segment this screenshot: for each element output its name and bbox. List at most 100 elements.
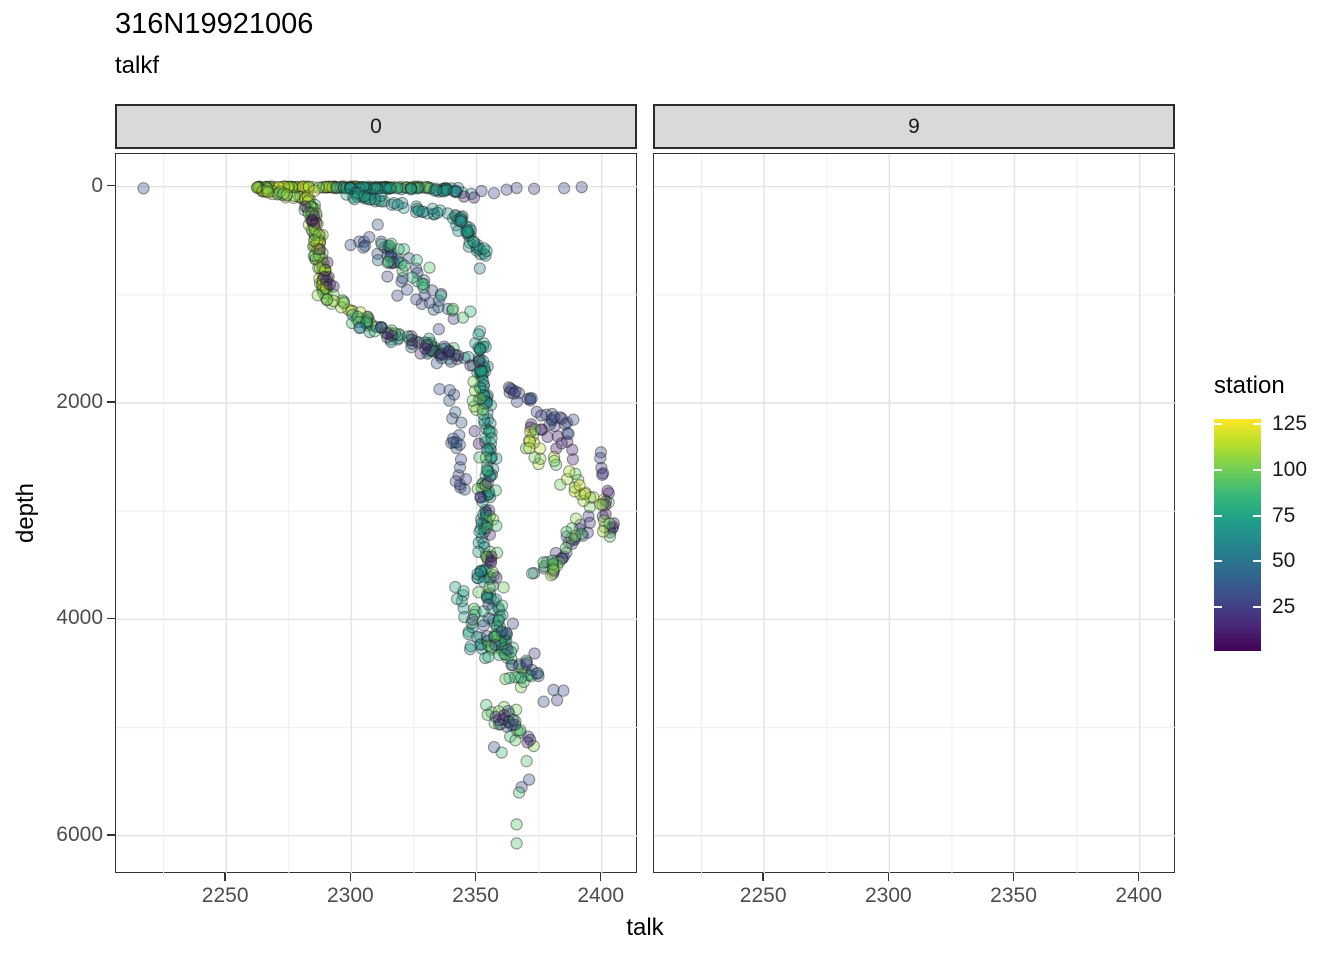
data-point [268, 180, 281, 194]
data-point [309, 252, 322, 265]
data-point [315, 252, 329, 265]
data-point [429, 182, 442, 195]
data-point [481, 406, 494, 419]
legend-tick-label: 75 [1272, 503, 1296, 527]
data-point [473, 325, 487, 338]
data-point [435, 348, 448, 361]
data-point [350, 312, 363, 326]
data-point [361, 191, 374, 205]
data-point [439, 182, 453, 195]
data-point [475, 482, 488, 495]
data-point [583, 500, 596, 514]
data-point [482, 504, 496, 517]
data-point [381, 249, 394, 262]
data-point [603, 517, 616, 530]
data-point [253, 180, 266, 194]
data-point [395, 256, 408, 270]
x-tick-mark [887, 873, 890, 881]
data-point [453, 478, 467, 491]
data-point [495, 746, 508, 759]
data-point [455, 211, 468, 224]
data-point [537, 695, 550, 708]
data-point [444, 355, 458, 368]
data-point [594, 498, 607, 511]
data-point [548, 411, 561, 424]
data-point [421, 336, 434, 350]
data-point [318, 282, 331, 295]
data-point [358, 239, 372, 252]
data-point [277, 180, 291, 193]
panel-canvas-facet-0 [116, 154, 638, 874]
data-point [504, 730, 517, 743]
data-point [479, 505, 493, 519]
x-tick-mark [349, 873, 352, 881]
data-point [560, 530, 573, 543]
data-point [483, 509, 496, 523]
data-point [404, 181, 418, 195]
data-point [484, 591, 497, 604]
data-point [512, 386, 526, 400]
data-point [363, 181, 376, 195]
data-point [400, 181, 413, 194]
data-point [437, 185, 450, 198]
data-point [477, 389, 490, 402]
data-point [489, 710, 502, 723]
data-point [330, 181, 343, 195]
data-point [308, 228, 321, 241]
data-point [354, 306, 367, 319]
data-point [477, 477, 490, 490]
data-point [422, 332, 436, 345]
data-point [492, 713, 506, 727]
data-point [346, 304, 359, 318]
data-point [313, 236, 327, 249]
data-point [427, 344, 440, 358]
data-point [447, 435, 460, 449]
data-point [479, 432, 492, 445]
data-point [327, 280, 340, 293]
data-point [569, 512, 583, 525]
data-point [441, 347, 454, 361]
data-point [477, 414, 491, 427]
data-point [296, 192, 309, 206]
data-point [524, 394, 537, 407]
data-point [387, 255, 401, 269]
data-point [509, 715, 522, 728]
data-point [554, 411, 567, 424]
data-point [545, 407, 559, 421]
data-point [301, 189, 314, 203]
legend-tick-label: 25 [1272, 595, 1296, 619]
data-point [476, 403, 490, 416]
data-point [429, 343, 443, 357]
data-point [318, 263, 331, 277]
data-point [334, 301, 348, 314]
data-point [398, 259, 411, 272]
data-point [354, 312, 368, 325]
data-point [568, 481, 582, 494]
data-point [452, 224, 465, 237]
data-point [307, 218, 321, 232]
data-point [521, 736, 534, 749]
data-point [505, 658, 518, 672]
data-point [483, 490, 497, 504]
data-point [402, 252, 416, 265]
data-point [523, 668, 536, 682]
data-point [547, 563, 560, 576]
data-point [480, 698, 493, 712]
data-point [432, 294, 445, 307]
data-point [426, 342, 440, 355]
data-point [476, 394, 490, 407]
data-point [456, 210, 469, 223]
data-point [453, 214, 467, 228]
data-point [502, 715, 515, 728]
data-point [369, 195, 382, 208]
data-point [494, 626, 507, 639]
data-point [480, 562, 493, 576]
data-point [473, 381, 487, 394]
data-point [485, 426, 498, 439]
data-point [479, 478, 492, 492]
data-point [305, 209, 318, 222]
data-point [574, 488, 587, 501]
data-point [427, 208, 441, 221]
data-point [358, 189, 371, 203]
data-point [396, 264, 409, 277]
